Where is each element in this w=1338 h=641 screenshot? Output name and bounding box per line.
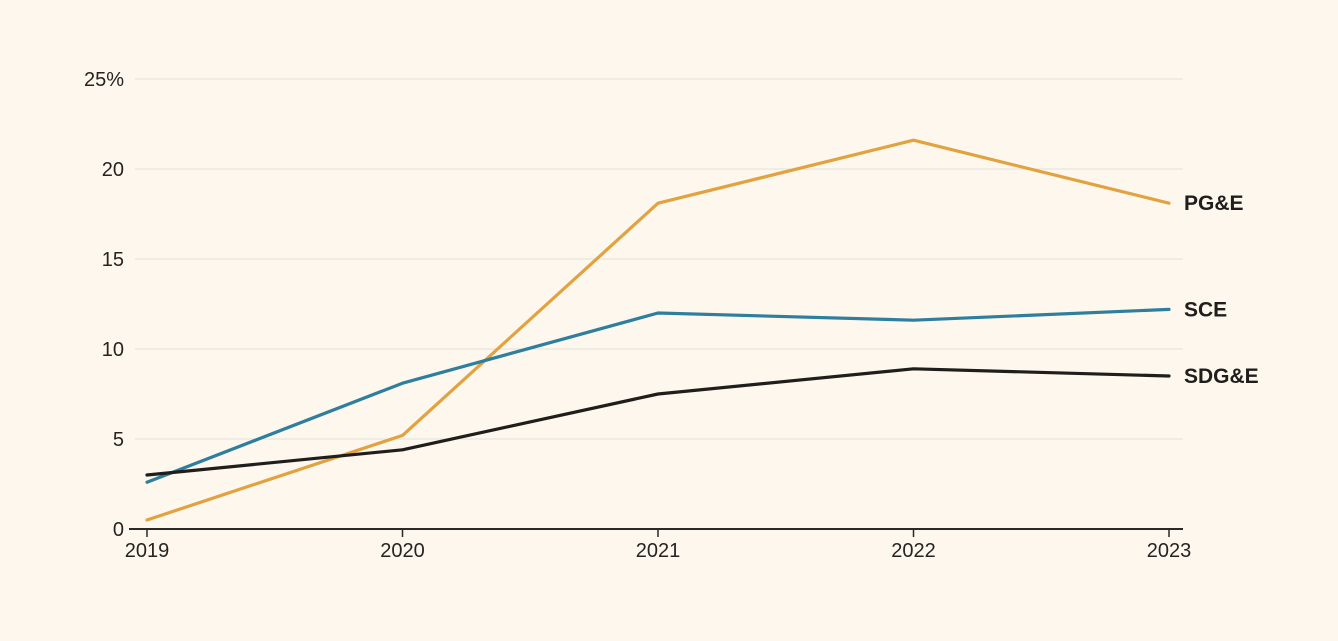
y-tick-label: 10 xyxy=(102,339,124,361)
x-tick-label: 2021 xyxy=(636,540,681,562)
series-line-sdg-e xyxy=(145,367,1171,477)
series-line-sce xyxy=(145,307,1171,484)
y-tick-label: 5 xyxy=(113,429,124,451)
y-tick-label: 15 xyxy=(102,249,124,271)
x-tick-label: 2022 xyxy=(891,540,936,562)
y-tick-label: 0 xyxy=(113,519,124,541)
x-tick-label: 2019 xyxy=(125,540,170,562)
x-tick-label: 2023 xyxy=(1147,540,1192,562)
series-label-sce: SCE xyxy=(1184,298,1227,321)
y-tick-label: 25% xyxy=(84,69,124,91)
series-label-sdg-e: SDG&E xyxy=(1184,365,1259,388)
x-tick-label: 2020 xyxy=(380,540,425,562)
y-tick-label: 20 xyxy=(102,159,124,181)
series-line-pg-e xyxy=(145,138,1171,522)
series-label-pg-e: PG&E xyxy=(1184,192,1244,215)
